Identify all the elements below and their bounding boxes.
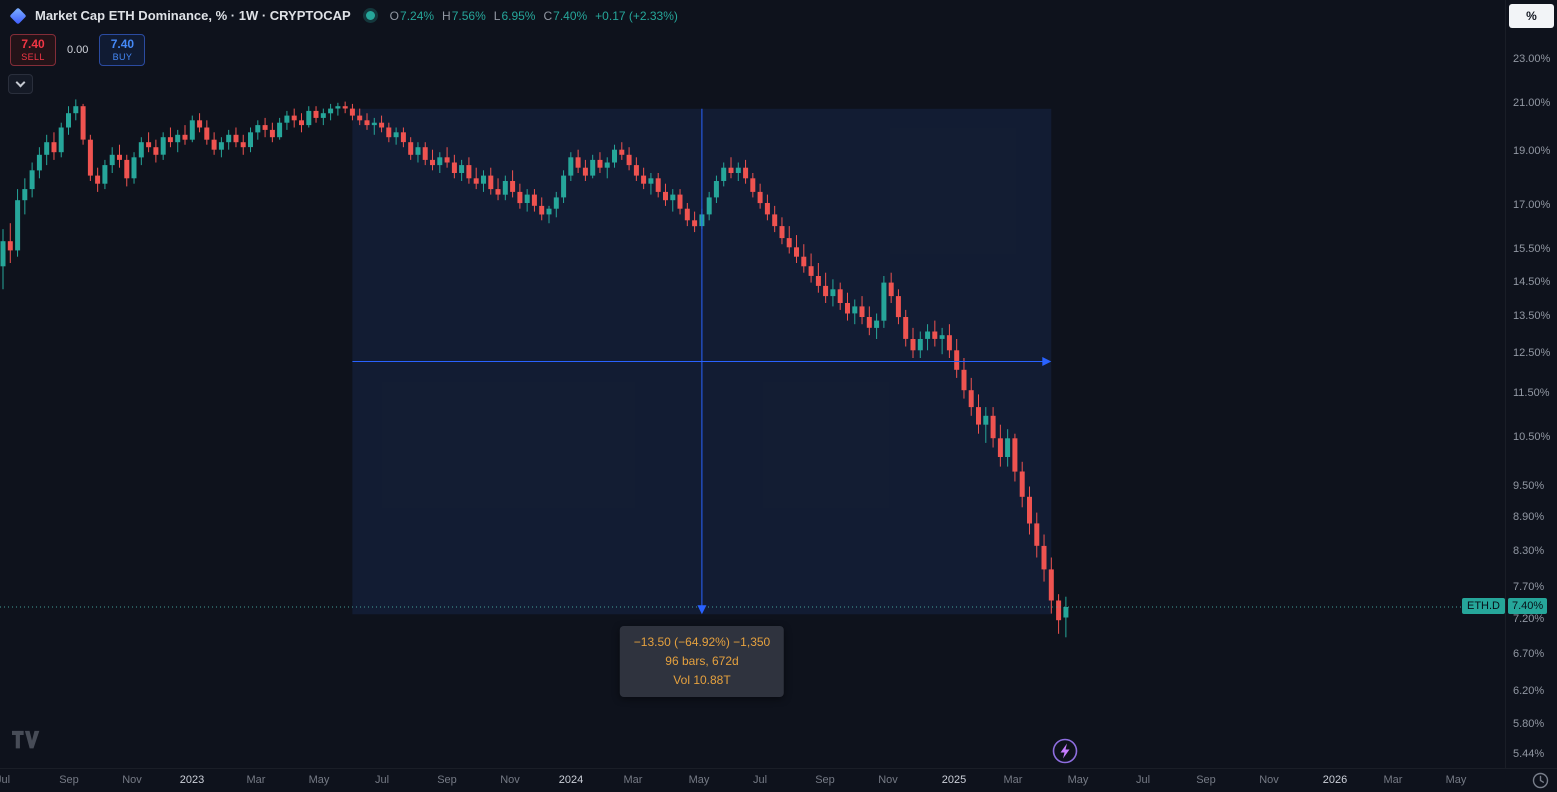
time-tick-month-label: Nov (122, 774, 142, 786)
chevron-down-icon (15, 77, 26, 88)
price-tick-label: 11.50% (1513, 387, 1550, 399)
high-value: 7.56% (451, 8, 486, 23)
price-tick-label: 12.50% (1513, 347, 1551, 359)
time-tick-month-label: Mar (1383, 774, 1403, 786)
price-tick-label: 17.00% (1513, 199, 1551, 211)
price-tick-label: 8.90% (1513, 511, 1545, 523)
price-tick-label: 23.00% (1513, 53, 1551, 65)
time-tick-month-label: May (1445, 774, 1467, 786)
last-price-symbol-label: ETH.D (1462, 598, 1505, 614)
price-tick-label: 10.50% (1513, 431, 1551, 443)
time-tick-month-label: Jul (1135, 774, 1151, 786)
price-tick-label: 19.00% (1513, 145, 1551, 157)
time-tick-month-label: Sep (1196, 774, 1216, 786)
price-tick-label: 5.80% (1513, 718, 1545, 730)
measure-change: −13.50 (−64.92%) −1,350 (633, 635, 771, 649)
sell-button[interactable]: 7.40 SELL (10, 34, 56, 66)
time-tick-month-label: Nov (878, 774, 898, 786)
time-tick-month-label: Nov (500, 774, 520, 786)
price-tick-label: 7.20% (1513, 613, 1545, 625)
lightning-icon[interactable] (1051, 737, 1079, 765)
measure-tooltip: −13.50 (−64.92%) −1,350 96 bars, 672d Vo… (619, 626, 785, 697)
price-tick-label: 21.00% (1513, 97, 1551, 109)
buy-label: BUY (112, 51, 133, 62)
price-tick-label: 7.70% (1513, 581, 1545, 593)
symbol-title[interactable]: Market Cap ETH Dominance, % · 1W · CRYPT… (35, 8, 351, 23)
close-label: C (543, 8, 553, 23)
open-value: 7.24% (400, 8, 435, 23)
time-tick-month-label: May (1067, 774, 1089, 786)
last-price-label: 7.40% (1508, 598, 1548, 614)
time-tick-year-label: 2025 (941, 774, 967, 786)
time-tick-month-label: Sep (59, 774, 79, 786)
sell-price: 7.40 (21, 36, 45, 51)
measure-lines (352, 108, 1052, 615)
candles-layer (0, 99, 1069, 638)
time-tick-month-label: Mar (246, 774, 266, 786)
spread-value: 0.00 (67, 44, 89, 56)
time-tick-month-label: Jul (374, 774, 390, 786)
price-tick-label: 8.30% (1513, 545, 1545, 557)
time-tick-year-label: 2024 (558, 774, 584, 786)
high-label: H (442, 8, 451, 23)
low-value: 6.95% (501, 8, 536, 23)
price-tick-label: 13.50% (1513, 310, 1551, 322)
measure-volume: Vol 10.88T (673, 673, 731, 687)
price-tick-label: 6.20% (1513, 685, 1545, 697)
tradingview-logo[interactable] (12, 730, 42, 755)
time-tick-month-label: May (308, 774, 330, 786)
low-label: L (493, 8, 501, 23)
price-tick-label: 14.50% (1513, 276, 1551, 288)
time-tick-month-label: Jul (0, 774, 11, 786)
measure-bars: 96 bars, 672d (665, 654, 739, 668)
close-value: 7.40% (553, 8, 588, 23)
time-tick-month-label: Sep (815, 774, 835, 786)
price-tick-label: 6.70% (1513, 648, 1545, 660)
symbol-diamond-logo-icon (9, 7, 27, 24)
ohlc-legend: O7.24% H7.56% L6.95% C7.40% +0.17 (+2.33… (390, 9, 678, 23)
time-tick-month-label: May (688, 774, 710, 786)
chevron-down-button[interactable] (8, 74, 33, 94)
timezone-clock-icon[interactable] (1532, 772, 1549, 792)
time-tick-month-label: Mar (1003, 774, 1023, 786)
buy-button[interactable]: 7.40 BUY (99, 34, 146, 66)
buy-price: 7.40 (110, 36, 135, 51)
time-tick-year-label: 2026 (1322, 774, 1348, 786)
time-tick-month-label: Nov (1259, 774, 1279, 786)
time-tick-month-label: Sep (437, 774, 457, 786)
candlestick-chart[interactable] (0, 0, 1505, 768)
open-label: O (389, 8, 400, 23)
price-tick-label: 5.44% (1513, 748, 1545, 760)
price-tick-label: 15.50% (1513, 243, 1551, 255)
price-tick-label: 9.50% (1513, 480, 1545, 492)
change-value: +0.17 (+2.33%) (595, 8, 678, 23)
time-axis[interactable]: Jul Sep Nov 2023 Mar May Jul Sep Nov 2024 Mar May Ju… (0, 768, 1557, 792)
time-tick-month-label: Jul (752, 774, 768, 786)
price-axis[interactable]: % 7.40% 23.00% 21.00% 19.00% 17.00% 15.50% 14… (1505, 0, 1557, 768)
percent-unit-button[interactable]: % (1509, 4, 1554, 28)
time-tick-month-label: Mar (623, 774, 643, 786)
time-tick-year-label: 2023 (179, 774, 205, 786)
trade-panel: 7.40 SELL 0.00 7.40 BUY (10, 34, 146, 66)
sell-label: SELL (21, 51, 45, 62)
live-data-indicator-icon[interactable] (365, 11, 375, 20)
chart-legend: Market Cap ETH Dominance, % · 1W · CRYPT… (9, 7, 678, 24)
